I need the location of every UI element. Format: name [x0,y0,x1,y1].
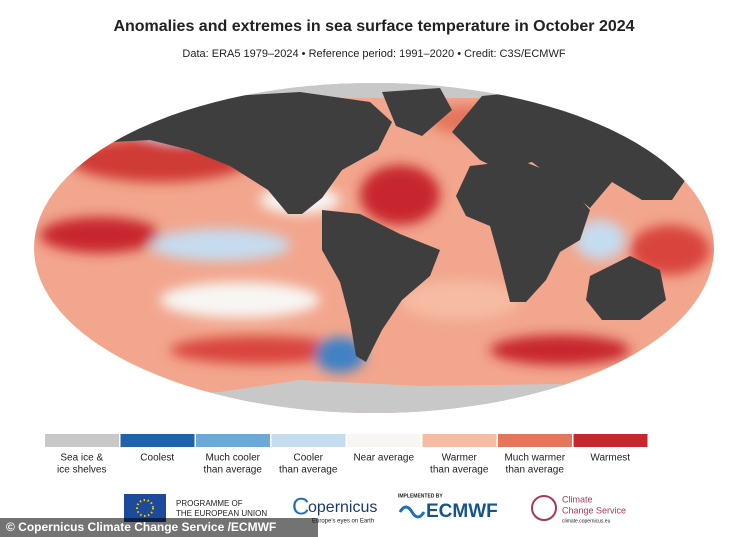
map [34,83,714,413]
legend-swatch [498,434,572,447]
legend-label: ice shelves [57,465,106,476]
c3s: Climate [562,494,593,504]
logos: PROGRAMME OF THE EUROPEAN UNION C operni… [124,493,626,525]
legend-label: Warmer [442,453,478,464]
legend-label: than average [430,465,489,476]
legend-swatch [271,434,346,447]
copernicus-c: C [292,493,309,520]
c3s: Change Service [562,505,626,515]
subtitle: Data: ERA5 1979–2024 • Reference period:… [182,48,565,60]
legend-label: Coolest [140,453,174,464]
legend-swatch [120,434,195,447]
credit: © Copernicus Climate Change Service /ECM… [6,520,276,534]
eu-stars [136,499,154,517]
legend-label: Much warmer [504,453,565,464]
credit-bg [0,518,318,537]
legend-label: Much cooler [206,453,261,464]
legend-label: Warmest [590,453,630,464]
legend-swatch [573,434,648,447]
implemented-by: IMPLEMENTED BY [398,493,443,499]
eu-text: THE EUROPEAN UNION [176,509,267,518]
legend-swatch [422,434,497,447]
eu-flag [124,494,166,522]
legend-label: than average [506,465,565,476]
legend-label: Sea ice & [60,453,103,464]
anomaly-patches [40,105,710,373]
legend-swatch [45,434,119,447]
legend-swatch [196,434,270,447]
title: Anomalies and extremes in sea surface te… [113,18,634,35]
copernicus: opernicus [308,499,377,516]
ecmwf-wave [398,505,426,519]
legend-label: than average [279,465,338,476]
legend-label: than average [204,465,263,476]
legend-swatch [347,434,421,447]
c3s-icon [531,495,557,521]
legend-label: Near average [353,453,414,464]
eu-text: PROGRAMME OF [176,499,243,508]
c3s-url: climate.copernicus.eu [562,518,611,524]
legend-label: Cooler [294,453,324,464]
ecmwf: ECMWF [426,501,498,522]
copernicus-tagline: Europe's eyes on Earth [312,519,374,525]
